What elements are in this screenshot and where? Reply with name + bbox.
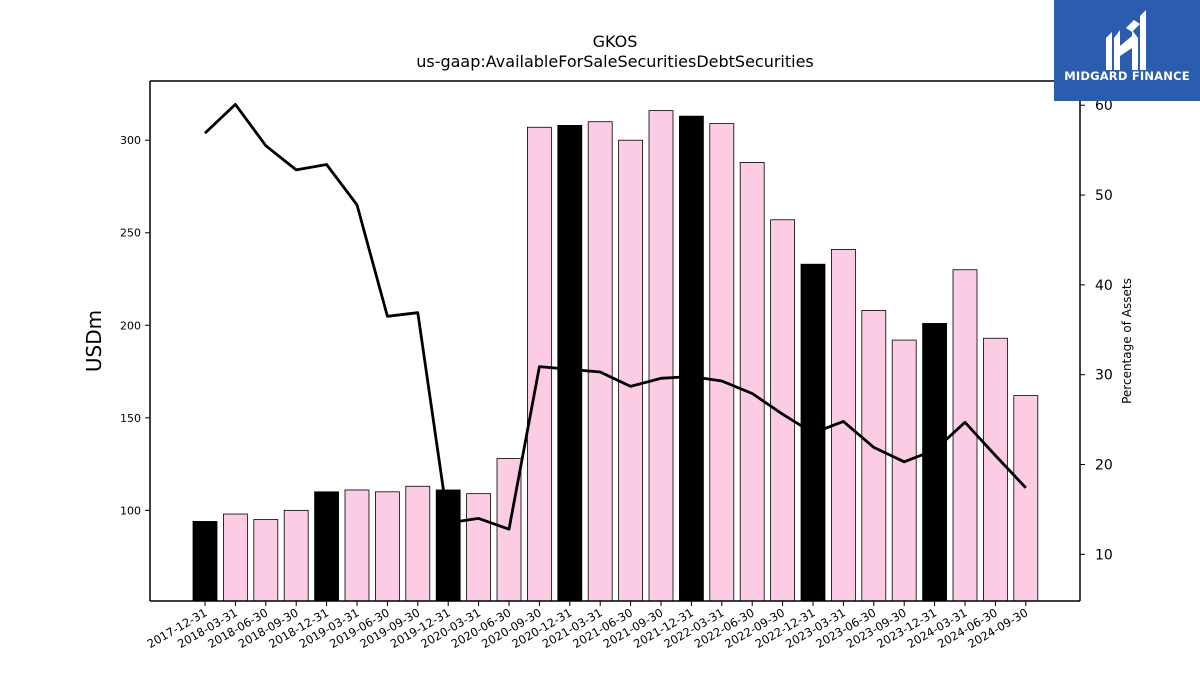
bar [283, 509, 309, 602]
y2-tick-label: 20 [1095, 457, 1113, 473]
bar [861, 310, 887, 602]
brand-logo: MIDGARD FINANCE [1054, 0, 1200, 101]
bar [983, 337, 1008, 602]
bar [618, 139, 643, 602]
y-axis-label: USDm [82, 310, 106, 372]
y-tick-label: 200 [120, 319, 141, 332]
bar [435, 489, 461, 602]
y-tick-label: 300 [120, 134, 141, 147]
y-tick-label: 100 [120, 504, 141, 517]
bar [587, 121, 613, 602]
y2-axis-label: Percentage of Assets [1120, 278, 1134, 404]
bar [770, 219, 795, 602]
y2-tick-label: 50 [1095, 188, 1113, 204]
bar [557, 125, 583, 602]
y2-tick-label: 10 [1095, 547, 1113, 563]
bar [344, 489, 370, 602]
bar [739, 162, 765, 602]
chart-subtitle: us-gaap:AvailableForSaleSecuritiesDebtSe… [416, 52, 814, 71]
bar [405, 485, 431, 602]
logo-text: MIDGARD FINANCE [1064, 69, 1190, 83]
bar [648, 110, 674, 602]
y2-tick-label: 60 [1095, 98, 1113, 114]
y-tick-label: 150 [120, 412, 141, 425]
percentage-line [204, 103, 1027, 531]
y2-tick-label: 30 [1095, 368, 1113, 384]
chart-title: GKOS [592, 32, 638, 51]
bar [922, 323, 947, 602]
y-tick-label: 250 [120, 227, 141, 240]
bar [527, 126, 552, 602]
bar [222, 513, 248, 602]
bar [952, 269, 978, 602]
bar [314, 491, 340, 602]
midgard-logo-icon [1106, 10, 1146, 70]
bar [466, 493, 492, 602]
bar [709, 123, 735, 602]
bar [1013, 395, 1039, 602]
bar [374, 491, 400, 602]
bar [891, 339, 917, 602]
y2-tick-label: 40 [1095, 278, 1113, 294]
bar-series [192, 110, 1039, 602]
bar [192, 521, 218, 602]
bar [679, 115, 704, 602]
bar [253, 519, 279, 602]
